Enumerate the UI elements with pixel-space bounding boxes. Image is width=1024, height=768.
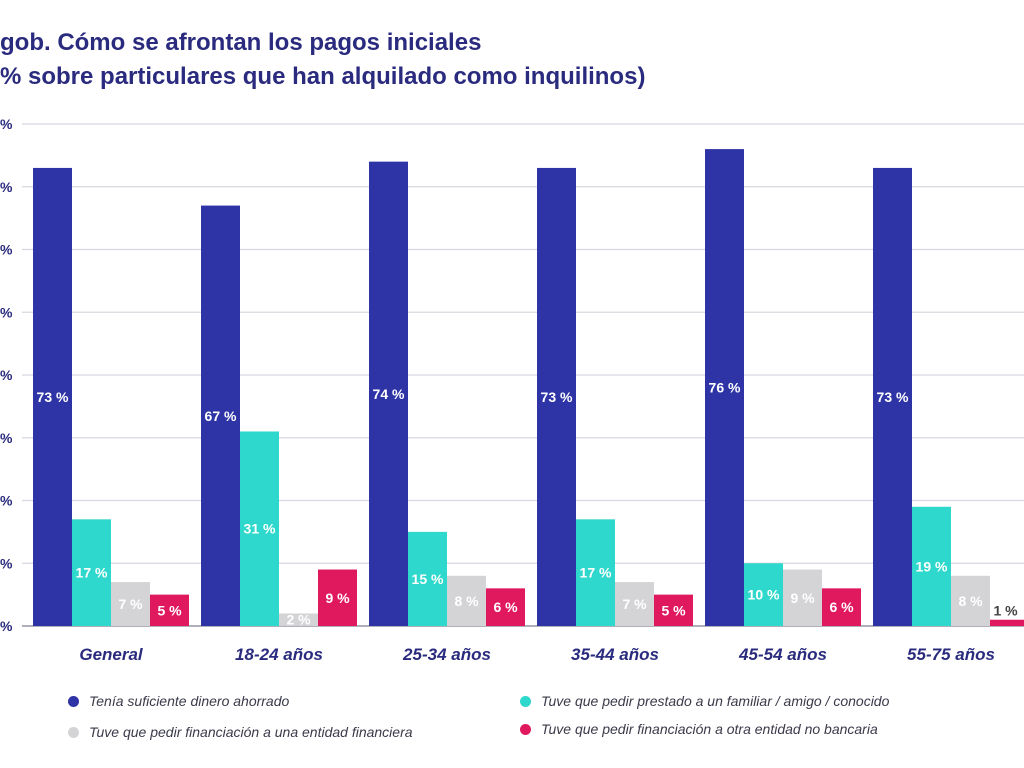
bar-25-34-anos-s3 [447,575,486,626]
data-label: 5 % [661,602,686,618]
bar-35-44-anos-s3 [615,582,654,626]
x-category-label: General [79,645,144,664]
data-label: 15 % [412,571,444,587]
legend-swatch-no-bancaria [520,723,531,735]
data-label: 7 % [118,596,143,612]
chart-title-line-2: % sobre particulares que han alquilado c… [0,63,646,90]
bar-18-24-anos-s1 [201,205,240,626]
legend-label-entidad-financiera: Tuve que pedir financiación a una entida… [89,724,413,740]
data-label: 73 % [37,389,69,405]
data-label: 19 % [916,558,948,574]
data-label: 17 % [580,565,612,581]
bar-general-s1 [33,167,72,627]
data-label: 2 % [286,612,311,628]
y-tick-label: % [0,493,13,509]
chart-title-line-1: gob. Cómo se afrontan los pagos iniciale… [0,29,482,56]
x-category-label: 45-54 años [738,645,827,664]
data-label: 67 % [205,408,237,424]
bar-45-54-anos-s1 [705,149,744,626]
y-tick-label: % [0,179,13,195]
x-category-label: 25-34 años [402,645,491,664]
x-category-label: 18-24 años [235,645,323,664]
bar-55-75-anos-s2 [912,506,951,626]
data-label: 9 % [325,590,350,606]
legend-swatch-ahorrado [68,695,79,707]
y-tick-label: % [0,242,13,258]
x-category-label: 35-44 años [571,645,659,664]
legend-label-no-bancaria: Tuve que pedir financiación a otra entid… [541,721,878,737]
legend-item-prestado: Tuve que pedir prestado a un familiar / … [520,693,889,709]
bar-25-34-anos-s1 [369,161,408,626]
legend-item-entidad-financiera: Tuve que pedir financiación a una entida… [68,724,413,740]
bar-55-75-anos-s1 [873,167,912,627]
bar-35-44-anos-s1 [537,167,576,627]
data-label: 73 % [541,389,573,405]
bar-45-54-anos-s4 [822,588,861,626]
bar-25-34-anos-s2 [408,531,447,626]
data-label: 8 % [454,593,479,609]
bar-45-54-anos-s2 [744,563,783,626]
bar-18-24-anos-s3 [279,613,318,626]
data-label: 76 % [709,380,741,396]
y-tick-label: % [0,430,13,446]
data-label: 1 % [993,603,1018,619]
legend-swatch-entidad-financiera [68,726,79,738]
legend-label-ahorrado: Tenía suficiente dinero ahorrado [89,693,290,709]
data-label: 8 % [958,593,983,609]
data-label: 9 % [790,590,815,606]
bar-18-24-anos-s2 [240,431,279,626]
data-label: 74 % [373,386,405,402]
data-label: 7 % [622,596,647,612]
bar-25-34-anos-s4 [486,588,525,626]
legend-swatch-prestado [520,695,531,707]
y-tick-label: % [0,116,13,132]
bar-55-75-anos-s3 [951,575,990,626]
y-tick-label: % [0,555,13,571]
data-label: 6 % [493,599,518,615]
data-label: 5 % [157,602,182,618]
bar-45-54-anos-s3 [783,569,822,626]
data-label: 6 % [829,599,854,615]
bar-35-44-anos-s2 [576,519,615,626]
bar-18-24-anos-s4 [318,569,357,626]
chart-title: gob. Cómo se afrontan los pagos iniciale… [0,26,1024,94]
data-label: 31 % [244,521,276,537]
legend-item-ahorrado: Tenía suficiente dinero ahorrado [68,693,289,709]
data-label: 17 % [76,565,108,581]
bar-55-75-anos-s4 [990,619,1024,626]
y-tick-label: % [0,304,13,320]
x-category-label: 55-75 años [907,645,995,664]
data-label: 73 % [877,389,909,405]
bar-35-44-anos-s4 [654,594,693,626]
legend-item-no-bancaria: Tuve que pedir financiación a otra entid… [520,721,878,737]
data-label: 10 % [748,587,780,603]
bar-general-s2 [72,519,111,626]
y-tick-label: % [0,367,13,383]
legend-label-prestado: Tuve que pedir prestado a un familiar / … [541,693,890,709]
y-tick-label: % [0,618,13,634]
bar-general-s4 [150,594,189,626]
bar-general-s3 [111,582,150,626]
